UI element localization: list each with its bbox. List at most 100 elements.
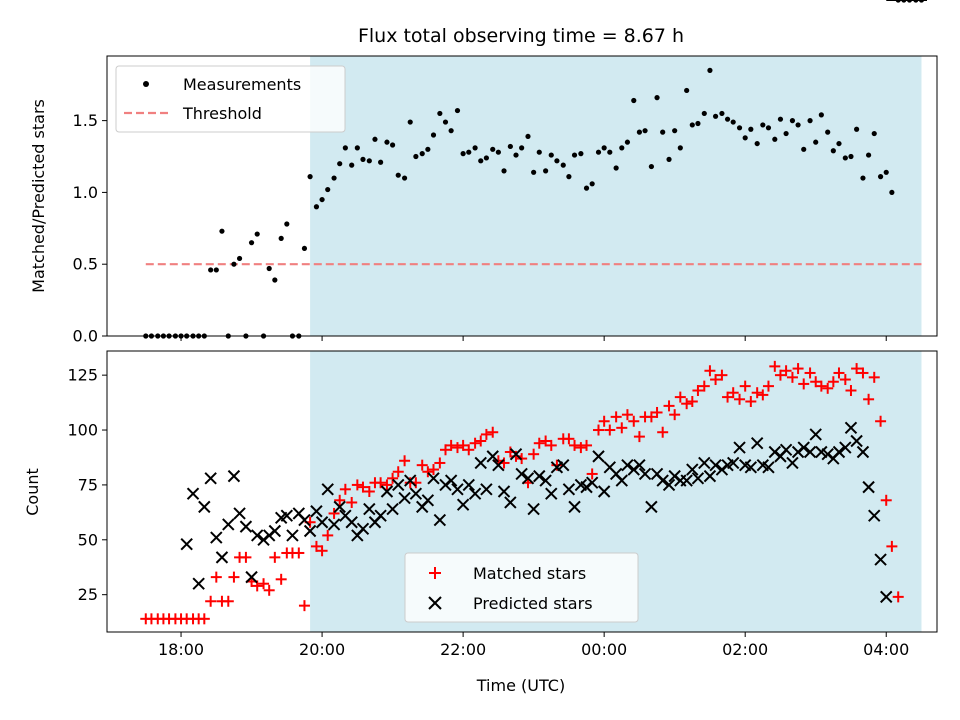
measurement-point <box>430 132 437 138</box>
matched-star-marker <box>739 380 751 392</box>
matched-star-marker <box>316 545 328 557</box>
matched-star-marker <box>439 444 451 456</box>
predicted-star-marker <box>703 469 717 483</box>
matched-star-marker <box>258 578 270 590</box>
predicted-star-marker <box>868 509 881 522</box>
measurement-point <box>566 174 572 180</box>
matched-star-marker <box>510 450 522 462</box>
matched-star-marker <box>328 507 340 519</box>
x-tick-label: 04:00 <box>863 640 909 659</box>
predicted-star-marker <box>486 450 499 463</box>
predicted-star-marker <box>315 516 329 529</box>
measurement-point <box>619 145 625 151</box>
predicted-star-marker <box>874 553 887 566</box>
measurement-point <box>707 67 713 73</box>
predicted-star-marker <box>621 458 634 472</box>
matched-star-marker <box>681 398 693 410</box>
measurement-point <box>730 119 736 125</box>
matched-star-marker <box>822 382 834 394</box>
bottom-panel: 25 50 75 100 125 18:00 20:00 22:00 00:00 02:00 04… <box>23 0 938 695</box>
measurement-point <box>889 189 895 196</box>
measurement-point <box>554 158 560 164</box>
predicted-star-marker <box>404 474 417 487</box>
measurement-point <box>213 267 219 273</box>
predicted-star-marker <box>462 478 475 492</box>
top-legend: Measurements Threshold <box>115 65 346 133</box>
matched-star-marker <box>357 481 369 493</box>
predicted-star-marker <box>562 483 576 496</box>
predicted-star-marker <box>286 529 299 542</box>
matched-star-marker <box>451 442 463 454</box>
matched-star-marker <box>322 529 334 541</box>
predicted-star-marker <box>691 472 705 485</box>
y-tick-label: 100 <box>67 421 98 440</box>
measurement-point <box>654 95 660 101</box>
predicted-star-marker <box>392 478 405 492</box>
predicted-star-marker <box>592 450 605 463</box>
predicted-star-marker <box>198 500 211 514</box>
matched-star-marker <box>692 385 704 397</box>
matched-star-marker <box>399 455 411 467</box>
matched-star-marker <box>387 472 399 484</box>
predicted-star-marker <box>333 500 346 514</box>
legend-matched-marker <box>429 567 441 579</box>
matched-star-marker <box>528 448 540 460</box>
measurement-point <box>313 204 320 210</box>
predicted-star-marker <box>585 476 599 489</box>
predicted-star-marker <box>303 524 317 538</box>
measurement-point <box>595 149 602 155</box>
measurement-point <box>672 128 678 134</box>
measurement-point <box>607 149 613 155</box>
predicted-star-marker <box>633 458 646 472</box>
matched-star-marker <box>545 439 557 451</box>
matched-star-marker <box>269 551 281 563</box>
measurement-point <box>842 155 848 161</box>
measurement-point <box>490 146 496 152</box>
measurement-point <box>795 122 801 128</box>
predicted-star-marker <box>638 467 652 481</box>
matched-star-marker <box>604 424 616 436</box>
measurement-point <box>301 245 308 252</box>
predicted-star-marker <box>597 485 611 498</box>
measurement-point <box>437 110 443 117</box>
measurement-point <box>536 149 542 155</box>
predicted-star-marker <box>809 428 822 441</box>
measurement-point <box>736 125 743 131</box>
measurement-point <box>349 162 355 168</box>
predicted-star-marker <box>456 498 470 511</box>
top-legend-box <box>115 65 346 133</box>
matched-star-marker <box>710 374 722 386</box>
predicted-star-marker <box>839 441 852 454</box>
matched-star-marker <box>716 369 728 381</box>
predicted-star-marker <box>850 434 863 448</box>
measurement-point <box>724 116 731 122</box>
matched-star-marker <box>469 437 481 449</box>
y-tick-label: 1.0 <box>73 183 98 202</box>
predicted-star-marker <box>686 463 699 476</box>
legend-matched-label: Matched stars <box>473 564 586 583</box>
matched-star-marker <box>586 468 598 480</box>
predicted-star-marker <box>568 500 581 514</box>
measurement-point <box>284 221 290 227</box>
measurement-point <box>337 161 343 167</box>
matched-star-marker <box>346 496 358 508</box>
measurement-point <box>495 149 501 155</box>
measurement-point <box>560 162 566 168</box>
predicted-star-marker <box>327 518 341 531</box>
measurement-point <box>501 168 507 174</box>
measurement-point <box>543 168 549 174</box>
matched-star-marker <box>293 547 305 559</box>
matched-star-marker <box>375 477 387 489</box>
matched-star-marker <box>839 374 851 386</box>
measurement-point <box>865 152 872 158</box>
matched-star-marker <box>575 442 587 454</box>
measurement-point <box>684 87 690 94</box>
y-tick-label: 0.0 <box>73 327 98 346</box>
measurement-point <box>689 122 695 128</box>
matched-star-marker <box>205 595 217 607</box>
measurement-point <box>472 145 478 151</box>
matched-star-marker <box>857 367 869 379</box>
predicted-star-marker <box>492 458 505 472</box>
predicted-star-marker <box>545 487 558 500</box>
measurement-point <box>466 149 472 155</box>
